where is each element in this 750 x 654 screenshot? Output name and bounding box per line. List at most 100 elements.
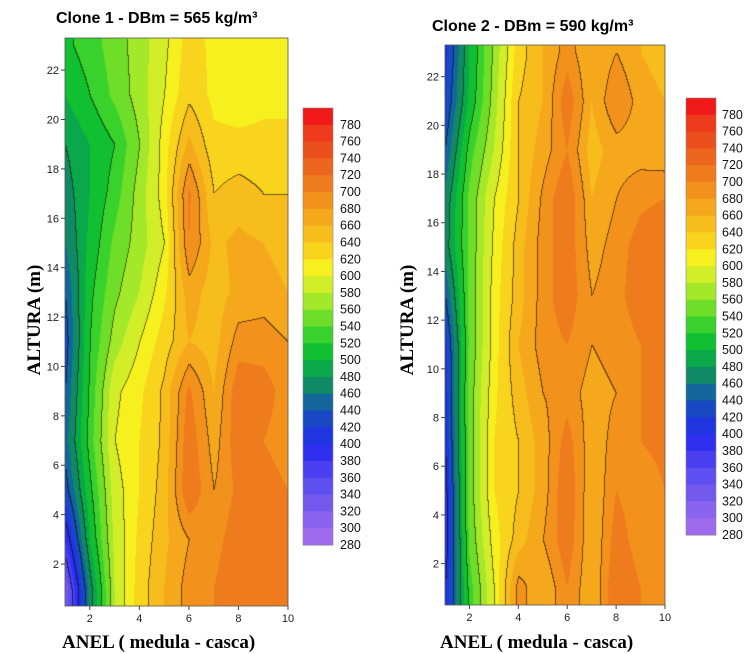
colorbar-swatch <box>686 198 716 217</box>
colorbar-label: 540 <box>722 310 743 324</box>
colorbar-swatch <box>686 333 716 351</box>
colorbar-swatch <box>303 175 333 193</box>
y-tick-label: 2 <box>433 559 439 571</box>
panel-1-x-axis-label: ANEL ( medula - casca) <box>62 632 255 653</box>
colorbar-swatch <box>303 242 333 260</box>
colorbar-label: 520 <box>340 336 361 350</box>
colorbar-label: 740 <box>722 141 743 155</box>
colorbar-label: 520 <box>722 326 743 340</box>
panel-2-plot-frame <box>444 44 666 606</box>
colorbar-swatch <box>303 376 333 395</box>
colorbar-swatch <box>686 383 716 402</box>
colorbar-label: 540 <box>340 320 361 334</box>
colorbar-swatch <box>686 484 716 502</box>
x-tick-label: 4 <box>515 612 521 624</box>
colorbar-swatch <box>686 282 716 301</box>
panel-2-title: Clone 2 - DBm = 590 kg/m³ <box>432 18 633 35</box>
colorbar-swatch <box>686 518 716 536</box>
panel-2-colorbar-labels: 780 760 740 720 700 680 660 640 620 600 580 560 540 5… <box>722 108 743 542</box>
y-tick-label: 12 <box>427 315 439 327</box>
y-tick-label: 10 <box>427 364 439 376</box>
colorbar-swatch <box>686 215 716 233</box>
colorbar-swatch <box>303 192 333 210</box>
colorbar-swatch <box>303 393 333 412</box>
y-tick-label: 18 <box>47 164 59 176</box>
y-tick-label: 16 <box>427 218 439 230</box>
y-tick-label: 8 <box>433 413 439 425</box>
colorbar-label: 760 <box>722 125 743 139</box>
x-tick-label: 8 <box>235 613 241 625</box>
colorbar-swatch <box>686 182 716 200</box>
colorbar-label: 480 <box>340 370 361 384</box>
x-tick-label: 10 <box>282 613 294 625</box>
colorbar-label: 340 <box>722 478 743 492</box>
colorbar-label: 320 <box>722 494 743 508</box>
colorbar-swatch <box>686 299 716 317</box>
colorbar-swatch <box>303 158 333 176</box>
colorbar-label: 400 <box>340 437 361 451</box>
colorbar-swatch <box>303 108 333 126</box>
panel-1-plot-area <box>64 37 289 607</box>
colorbar-label: 440 <box>722 394 743 408</box>
colorbar-label: 600 <box>340 269 361 283</box>
colorbar-label: 760 <box>340 135 361 149</box>
colorbar-swatch <box>303 494 333 512</box>
panel-2-contour-image <box>445 45 665 605</box>
colorbar-swatch <box>686 266 716 284</box>
y-tick-label: 22 <box>47 65 59 77</box>
colorbar-swatch <box>303 292 333 311</box>
colorbar-label: 720 <box>340 168 361 182</box>
colorbar-label: 440 <box>340 404 361 418</box>
y-tick-label: 16 <box>47 213 59 225</box>
y-tick-label: 20 <box>427 120 439 132</box>
colorbar-swatch <box>686 400 716 418</box>
colorbar-frame <box>302 107 334 546</box>
colorbar-label: 380 <box>340 454 361 468</box>
colorbar-label: 360 <box>722 461 743 475</box>
colorbar-label: 580 <box>722 276 743 290</box>
colorbar-swatch <box>686 434 716 452</box>
colorbar-swatch <box>686 417 716 435</box>
colorbar-swatch <box>303 225 333 243</box>
colorbar-label: 780 <box>722 108 743 122</box>
panel-2-colorbar: 780 760 740 720 700 680 660 640 620 600 580 560 540 5… <box>685 97 743 542</box>
colorbar-label: 480 <box>722 360 743 374</box>
x-tick-label: 2 <box>87 613 93 625</box>
colorbar-swatch <box>303 326 333 344</box>
panel-2-plot-area <box>444 44 666 606</box>
colorbar-swatch <box>686 165 716 183</box>
colorbar-swatch <box>686 501 716 519</box>
colorbar-swatch <box>303 427 333 445</box>
y-tick-label: 10 <box>47 361 59 373</box>
panel-clone-1: Clone 1 - DBm = 565 kg/m³ ALTURA (m) ANE… <box>24 10 361 653</box>
y-tick-label: 4 <box>433 510 439 522</box>
y-tick-label: 14 <box>427 266 439 278</box>
colorbar-label: 300 <box>722 511 743 525</box>
colorbar-swatch <box>303 276 333 294</box>
colorbar-frame <box>685 97 717 536</box>
colorbar-label: 420 <box>340 420 361 434</box>
colorbar-swatch <box>686 249 716 267</box>
colorbar-swatch <box>686 450 716 469</box>
colorbar-swatch <box>303 208 333 227</box>
colorbar-swatch <box>686 467 716 486</box>
colorbar-label: 380 <box>722 444 743 458</box>
colorbar-swatch <box>303 343 333 361</box>
colorbar-swatch <box>303 528 333 546</box>
colorbar-label: 420 <box>722 410 743 424</box>
colorbar-swatch <box>686 316 716 334</box>
colorbar-label: 360 <box>340 471 361 485</box>
x-tick-label: 6 <box>564 612 570 624</box>
colorbar-label: 340 <box>340 488 361 502</box>
colorbar-swatch <box>303 410 333 428</box>
x-tick-label: 10 <box>659 612 671 624</box>
colorbar-label: 560 <box>722 293 743 307</box>
colorbar-label: 680 <box>340 202 361 216</box>
y-tick-label: 4 <box>53 510 59 522</box>
colorbar-label: 300 <box>340 521 361 535</box>
panel-2-x-axis-label: ANEL ( medula - casca) <box>440 632 633 653</box>
colorbar-label: 700 <box>722 175 743 189</box>
panel-1-contour-image <box>65 38 288 606</box>
y-tick-label: 18 <box>427 169 439 181</box>
